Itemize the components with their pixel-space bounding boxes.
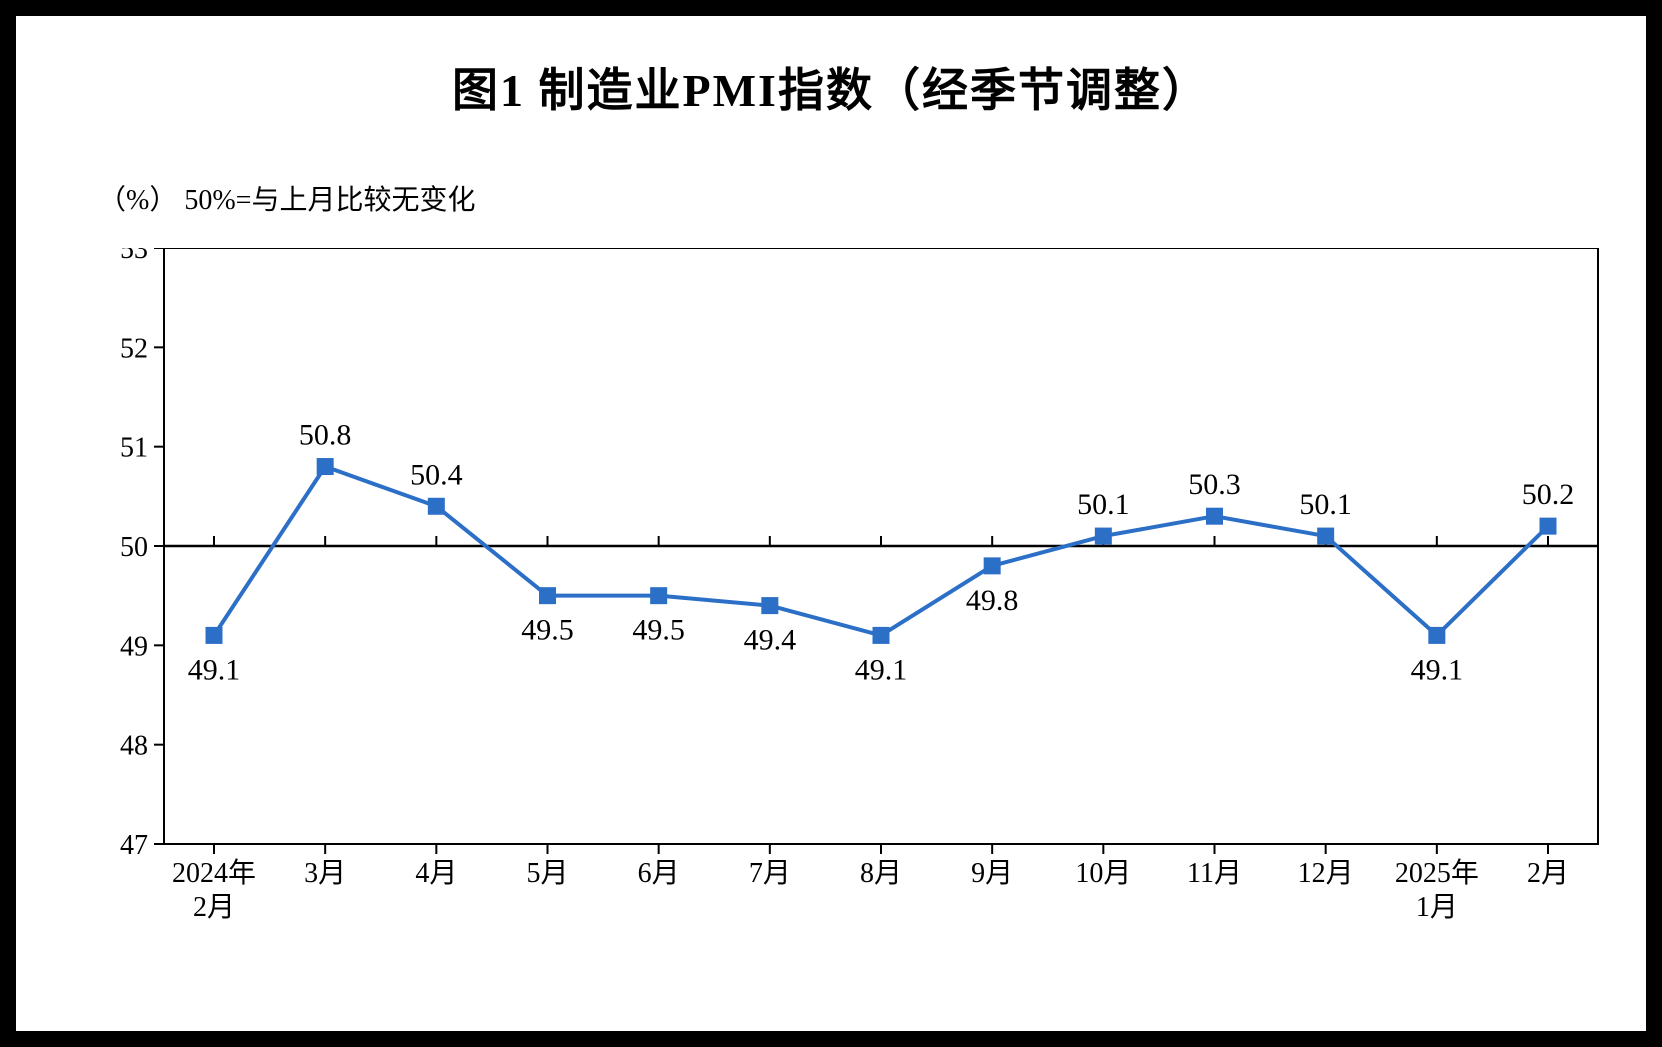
chart-outer-frame: 图1 制造业PMI指数（经季节调整） （%） 50%=与上月比较无变化 47 48… xyxy=(0,0,1662,1047)
chart-title: 图1 制造业PMI指数（经季节调整） xyxy=(56,54,1606,120)
x-tick-label: 5月 xyxy=(526,858,568,889)
data-marker xyxy=(984,558,1000,574)
chart-inner-area: 图1 制造业PMI指数（经季节调整） （%） 50%=与上月比较无变化 47 48… xyxy=(16,16,1646,1031)
data-marker xyxy=(1207,508,1223,524)
data-point-label: 50.3 xyxy=(1188,468,1241,501)
x-tick-label: 11月 xyxy=(1187,858,1242,889)
data-point-label: 49.8 xyxy=(966,584,1019,617)
data-point-label: 50.1 xyxy=(1077,488,1130,521)
data-marker xyxy=(1318,528,1334,544)
data-marker xyxy=(428,498,444,514)
data-point-label: 49.5 xyxy=(521,614,574,647)
x-tick-label: 2025年1月 xyxy=(1395,857,1479,923)
data-marker xyxy=(1095,528,1111,544)
x-tick-label: 4月 xyxy=(415,858,457,889)
data-marker xyxy=(206,627,222,643)
y-tick-label: 53 xyxy=(120,248,148,265)
y-tick-label: 50 xyxy=(120,532,148,563)
chart-svg: 47 48 49 50 51 52 53 49.1 50.8 50.4 49.5 49.5 49.4 49… xyxy=(108,248,1608,978)
y-tick-label: 52 xyxy=(120,333,148,364)
data-point-label: 50.2 xyxy=(1522,478,1575,511)
x-tick-label: 3月 xyxy=(304,858,346,889)
x-tick-label: 6月 xyxy=(638,858,680,889)
x-tick-label: 10月 xyxy=(1075,858,1131,889)
data-point-label: 49.1 xyxy=(188,653,241,686)
data-point-label: 50.4 xyxy=(410,458,463,491)
y-tick-label: 51 xyxy=(120,433,148,464)
y-tick-label: 48 xyxy=(120,731,148,762)
data-marker xyxy=(317,459,333,475)
data-point-label: 50.8 xyxy=(299,419,352,452)
data-marker xyxy=(1429,627,1445,643)
chart-plot: 47 48 49 50 51 52 53 49.1 50.8 50.4 49.5 49.5 49.4 49… xyxy=(108,248,1608,978)
data-marker xyxy=(651,588,667,604)
x-tick-label: 7月 xyxy=(749,858,791,889)
x-tick-label: 2024年2月 xyxy=(172,857,256,923)
data-point-label: 49.1 xyxy=(1411,653,1464,686)
data-point-label: 49.5 xyxy=(632,614,685,647)
data-marker xyxy=(1540,518,1556,534)
x-tick-label: 2月 xyxy=(1527,858,1569,889)
data-point-label: 50.1 xyxy=(1299,488,1352,521)
chart-subtitle: （%） 50%=与上月比较无变化 xyxy=(98,178,1606,218)
y-tick-label: 49 xyxy=(120,631,148,662)
data-point-label: 49.1 xyxy=(855,653,908,686)
x-tick-label: 9月 xyxy=(971,858,1013,889)
x-tick-label: 8月 xyxy=(860,858,902,889)
data-marker xyxy=(762,598,778,614)
data-marker xyxy=(540,588,556,604)
data-point-label: 49.4 xyxy=(744,624,797,657)
x-tick-label: 12月 xyxy=(1298,858,1354,889)
data-marker xyxy=(873,627,889,643)
y-tick-label: 47 xyxy=(120,830,148,861)
